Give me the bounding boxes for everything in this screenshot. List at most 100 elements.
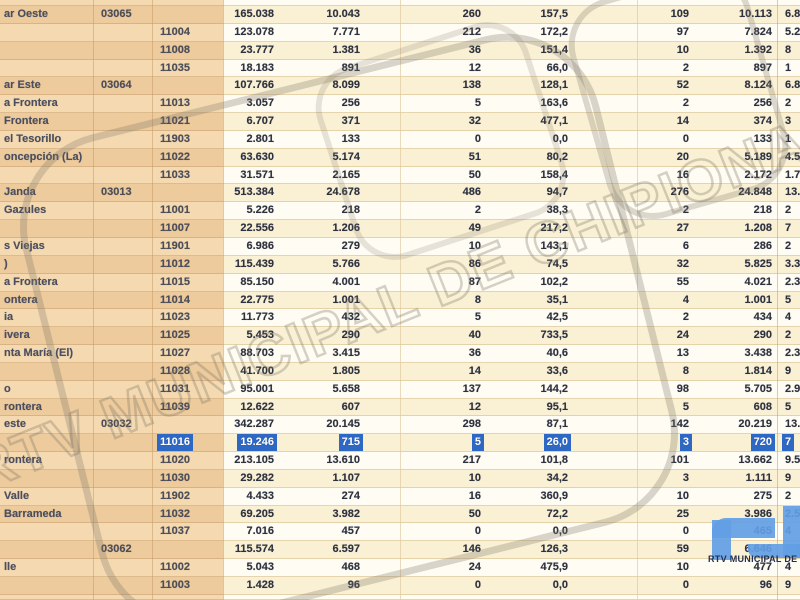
cell-district-code[interactable]: [93, 523, 152, 542]
cell-municipality-name[interactable]: Valle: [0, 487, 93, 506]
cell-value[interactable]: 5: [363, 434, 484, 453]
cell-municipality-code[interactable]: 11030: [152, 469, 223, 488]
cell-value[interactable]: 143,1: [484, 237, 571, 256]
cell-value[interactable]: 51: [363, 148, 484, 167]
cell-value[interactable]: 115.439: [223, 255, 277, 274]
cell-district-code[interactable]: [93, 345, 152, 363]
cell-district-code[interactable]: [93, 577, 152, 595]
cell-district-code[interactable]: [93, 130, 152, 149]
cell-value[interactable]: 2: [571, 309, 692, 328]
cell-municipality-name[interactable]: [0, 541, 93, 560]
cell-value[interactable]: 138: [363, 77, 484, 96]
cell-municipality-name[interactable]: Janda: [0, 184, 93, 203]
cell-value-cut[interactable]: 2: [775, 327, 800, 346]
cell-value[interactable]: 59: [571, 541, 692, 560]
cell-value-cut[interactable]: 2: [775, 237, 800, 256]
cell-value[interactable]: 2.165: [277, 166, 363, 185]
cell-municipality-name[interactable]: [0, 362, 93, 381]
cell-value[interactable]: 165.038: [223, 6, 277, 24]
cell-municipality-code[interactable]: 11901: [152, 237, 223, 256]
cell-value[interactable]: 0,0: [484, 130, 571, 149]
cell-municipality-code[interactable]: 11021: [152, 113, 223, 131]
cell-district-code[interactable]: [93, 255, 152, 274]
cell-value[interactable]: 27: [571, 220, 692, 238]
cell-value[interactable]: 5.658: [277, 380, 363, 399]
cell-value[interactable]: 342.287: [223, 416, 277, 435]
cell-value[interactable]: 20: [571, 148, 692, 167]
cell-value[interactable]: 256: [277, 95, 363, 114]
cell-value[interactable]: 14: [363, 362, 484, 381]
cell-value[interactable]: 16: [363, 487, 484, 506]
cell-value[interactable]: 4.433: [223, 487, 277, 506]
cell-municipality-name[interactable]: [0, 41, 93, 60]
cell-value[interactable]: 12.622: [223, 398, 277, 417]
cell-value-cut[interactable]: 6.8: [775, 6, 800, 24]
cell-value[interactable]: 6.597: [277, 541, 363, 560]
cell-value[interactable]: 49: [363, 220, 484, 238]
cell-value[interactable]: 477,1: [484, 113, 571, 131]
cell-value[interactable]: 10: [363, 237, 484, 256]
cell-value[interactable]: 22.556: [223, 220, 277, 238]
cell-value[interactable]: 55: [571, 273, 692, 292]
cell-district-code[interactable]: [93, 148, 152, 167]
cell-municipality-code[interactable]: 11001: [152, 202, 223, 221]
cell-value[interactable]: 85.150: [223, 273, 277, 292]
cell-value[interactable]: 5: [571, 398, 692, 417]
cell-value[interactable]: 20.219: [692, 416, 775, 435]
cell-value[interactable]: 158,4: [484, 166, 571, 185]
cell-district-code[interactable]: [93, 113, 152, 131]
cell-value[interactable]: 1.001: [277, 291, 363, 310]
cell-value[interactable]: 8.124: [692, 77, 775, 96]
cell-value[interactable]: 891: [277, 59, 363, 78]
cell-municipality-name[interactable]: este: [0, 416, 93, 435]
cell-value-cut[interactable]: 13.4: [775, 184, 800, 203]
cell-value-cut[interactable]: 7: [775, 220, 800, 238]
cell-district-code[interactable]: [93, 309, 152, 328]
cell-value[interactable]: 260: [363, 6, 484, 24]
cell-value[interactable]: 86: [363, 255, 484, 274]
cell-municipality-name[interactable]: rontera: [0, 398, 93, 417]
cell-value[interactable]: 14: [571, 113, 692, 131]
cell-value[interactable]: 5: [363, 309, 484, 328]
cell-municipality-name[interactable]: Gazules: [0, 202, 93, 221]
cell-value-cut[interactable]: 9: [775, 577, 800, 595]
cell-value[interactable]: 36: [363, 345, 484, 363]
cell-value[interactable]: 12: [363, 398, 484, 417]
cell-value[interactable]: 608: [692, 398, 775, 417]
cell-value[interactable]: 5: [363, 95, 484, 114]
cell-municipality-code[interactable]: 11033: [152, 166, 223, 185]
cell-value[interactable]: 50: [363, 166, 484, 185]
cell-value[interactable]: 3.415: [277, 345, 363, 363]
cell-value[interactable]: 5.766: [277, 255, 363, 274]
cell-value[interactable]: 5.226: [223, 202, 277, 221]
cell-value[interactable]: 24.848: [692, 184, 775, 203]
cell-value[interactable]: 1.208: [692, 220, 775, 238]
cell-value[interactable]: 163,6: [484, 95, 571, 114]
cell-value[interactable]: 7.016: [223, 523, 277, 542]
cell-value[interactable]: 24: [363, 559, 484, 577]
cell-municipality-name[interactable]: el Tesorillo: [0, 130, 93, 149]
cell-value[interactable]: 7.771: [277, 23, 363, 42]
cell-value-cut[interactable]: 13.6: [775, 416, 800, 435]
cell-value[interactable]: 74,5: [484, 255, 571, 274]
cell-value[interactable]: 290: [277, 327, 363, 346]
cell-value[interactable]: 217: [363, 452, 484, 470]
cell-value[interactable]: 218: [277, 202, 363, 221]
cell-value[interactable]: 1.392: [692, 41, 775, 60]
cell-district-code[interactable]: [93, 327, 152, 346]
cell-municipality-code[interactable]: 11013: [152, 95, 223, 114]
cell-value[interactable]: 13.662: [692, 452, 775, 470]
cell-municipality-code[interactable]: 11031: [152, 380, 223, 399]
cell-municipality-name[interactable]: ar Oeste: [0, 6, 93, 24]
cell-value[interactable]: 26,0: [484, 434, 571, 453]
cell-value[interactable]: 101: [571, 452, 692, 470]
cell-value[interactable]: 298: [363, 416, 484, 435]
cell-district-code[interactable]: [93, 202, 152, 221]
cell-value[interactable]: 146: [363, 541, 484, 560]
cell-value[interactable]: 42,5: [484, 309, 571, 328]
cell-value[interactable]: 32: [571, 255, 692, 274]
cell-value[interactable]: 126,3: [484, 541, 571, 560]
cell-value[interactable]: 128,1: [484, 77, 571, 96]
cell-value-cut[interactable]: 2.5: [775, 505, 800, 524]
cell-district-code[interactable]: [93, 59, 152, 78]
